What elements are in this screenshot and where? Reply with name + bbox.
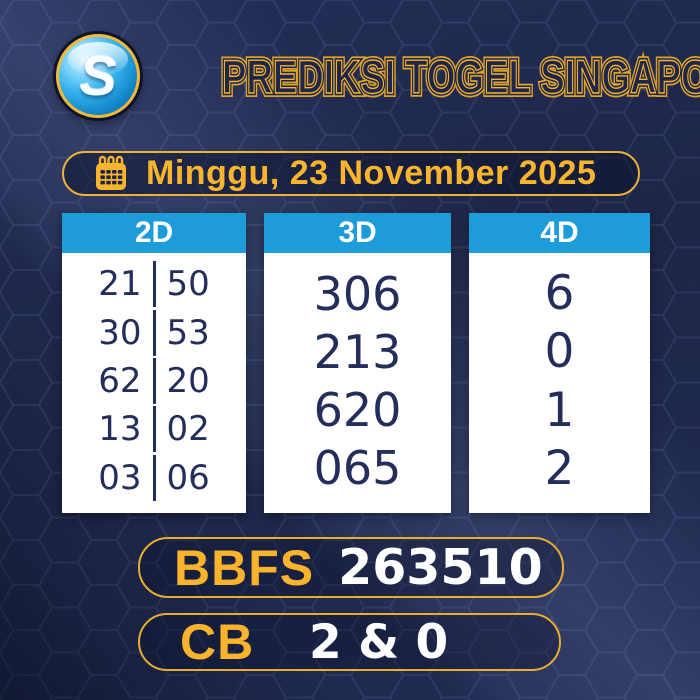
- table-3d-body: 306 213 620 065: [264, 253, 451, 513]
- bbfs-label: BBFS: [174, 539, 315, 596]
- cb-label: CB: [180, 614, 255, 670]
- cb-banner: CB 2 & 0: [138, 613, 561, 671]
- pair-separator: [152, 309, 156, 356]
- pair-right: 50: [166, 264, 210, 305]
- pair-left: 03: [98, 457, 142, 498]
- table-3d-header: 3D: [264, 213, 451, 253]
- date-text: Minggu, 23 November 2025: [146, 154, 597, 192]
- pair-right: 02: [166, 409, 210, 450]
- pair-left: 13: [98, 409, 142, 450]
- table-row: 30 53: [98, 309, 210, 356]
- pair-separator: [152, 357, 156, 404]
- date-banner: Minggu, 23 November 2025: [62, 151, 640, 196]
- table-row: 62 20: [98, 357, 210, 404]
- pair-separator: [152, 406, 156, 453]
- logo-letter: S: [79, 44, 117, 107]
- table-row: 065: [313, 441, 402, 495]
- table-row: 0: [544, 324, 575, 380]
- table-row: 6: [544, 266, 575, 322]
- table-2d-body: 21 50 30 53 62 20 13 02: [62, 253, 246, 513]
- bbfs-banner: BBFS 263510: [138, 537, 564, 598]
- bbfs-value: 263510: [338, 539, 543, 596]
- page-title: PREDIKSI TOGEL SINGAPORE PREDIKSI TOGEL …: [146, 40, 700, 112]
- pair-left: 62: [98, 360, 142, 401]
- table-row: 213: [313, 325, 402, 379]
- pair-separator: [152, 261, 156, 308]
- pair-left: 30: [98, 312, 142, 353]
- table-3d: 3D 306 213 620 065: [264, 213, 451, 513]
- table-row: 13 02: [98, 406, 210, 453]
- pair-right: 53: [166, 312, 210, 353]
- pair-right: 20: [166, 360, 210, 401]
- page-title-text: PREDIKSI TOGEL SINGAPORE: [221, 49, 700, 103]
- table-2d: 2D 21 50 30 53 62 20 13: [62, 213, 246, 513]
- pair-left: 21: [98, 264, 142, 305]
- calendar-icon: [96, 155, 126, 190]
- table-row: 2: [544, 440, 575, 496]
- table-row: 620: [313, 383, 402, 437]
- table-4d-header: 4D: [469, 213, 650, 253]
- pair-separator: [152, 454, 156, 501]
- table-row: 306: [313, 267, 402, 321]
- pair-right: 06: [166, 457, 210, 498]
- table-row: 03 06: [98, 454, 210, 501]
- prediction-tables: 2D 21 50 30 53 62 20 13: [62, 213, 650, 513]
- table-2d-header: 2D: [62, 213, 246, 253]
- table-row: 1: [544, 382, 575, 438]
- table-4d-body: 6 0 1 2: [469, 253, 650, 513]
- table-4d: 4D 6 0 1 2: [469, 213, 650, 513]
- table-row: 21 50: [98, 261, 210, 308]
- site-logo: S: [56, 34, 140, 118]
- cb-value: 2 & 0: [309, 614, 449, 670]
